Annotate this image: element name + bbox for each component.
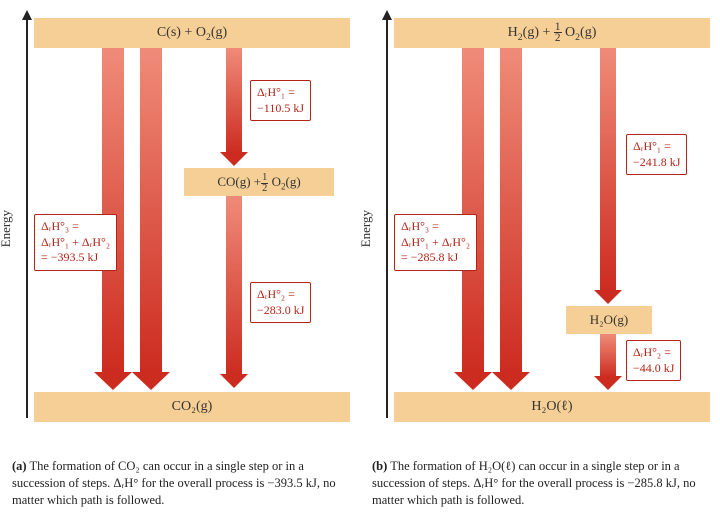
y-axis-label-b: Energy <box>358 210 374 247</box>
mid-level-b: H₂O(g) <box>566 306 652 334</box>
arrow-step1-a <box>226 48 242 154</box>
arrow-step2-b <box>600 334 616 378</box>
caption-text-b: The formation of H₂O(ℓ) can occur in a s… <box>372 459 696 507</box>
l1vb: −241.8 kJ <box>633 155 680 169</box>
arrow-sum-a <box>140 48 162 374</box>
bottom-level-b: H₂O(ℓ) <box>394 392 710 422</box>
top-level-b: H2(g) + 12 O2(g) <box>394 18 710 48</box>
l1va: −110.5 kJ <box>257 101 304 115</box>
l3aa: ΔᵣH°₃ = <box>41 219 79 233</box>
label-step1-b: ΔᵣH°₁ = −241.8 kJ <box>626 134 687 175</box>
diagram-a: C(s) + O2(g) CO(g) +12 O2(g) CO₂(g) ΔᵣH°… <box>34 18 350 422</box>
caption-tag-b: (b) <box>372 459 387 473</box>
y-axis-label-a: Energy <box>0 210 14 247</box>
caption-b: (b) The formation of H₂O(ℓ) can occur in… <box>372 458 712 509</box>
label-step1-a: ΔᵣH°₁ = −110.5 kJ <box>250 80 311 121</box>
top-level-text-a: C(s) + O2(g) <box>157 25 227 40</box>
l1a: ΔᵣH°₁ = <box>257 85 295 99</box>
l3bb: ΔᵣH°₁ + ΔᵣH°₂ <box>401 235 470 249</box>
l3ba: ΔᵣH°₁ + ΔᵣH°₂ <box>41 235 110 249</box>
mid-level-a: CO(g) +12 O2(g) <box>184 168 334 196</box>
caption-tag-a: (a) <box>12 459 27 473</box>
y-axis-line-a <box>26 18 28 418</box>
caption-a: (a) The formation of CO₂ can occur in a … <box>12 458 352 509</box>
bottom-level-text-b: H₂O(ℓ) <box>531 399 572 414</box>
top-level-text-b: H2(g) + 12 O2(g) <box>508 25 597 40</box>
caption-text-a: The formation of CO₂ can occur in a sing… <box>12 459 336 507</box>
mid-level-text-a: CO(g) +12 O2(g) <box>217 174 300 189</box>
label-step2-a: ΔᵣH°₂ = −283.0 kJ <box>250 282 311 323</box>
panel-b: Energy H2(g) + 12 O2(g) H₂O(g) H₂O(ℓ) Δᵣ… <box>360 0 720 515</box>
arrow-direct-a <box>102 48 124 374</box>
bottom-level-a: CO₂(g) <box>34 392 350 422</box>
panel-a: Energy C(s) + O2(g) CO(g) +12 O2(g) CO₂(… <box>0 0 360 515</box>
arrow-direct-b <box>462 48 484 374</box>
l3cb: = −285.8 kJ <box>401 250 458 264</box>
y-axis-line-b <box>386 18 388 418</box>
figure-container: Energy C(s) + O2(g) CO(g) +12 O2(g) CO₂(… <box>0 0 720 515</box>
l3ca: = −393.5 kJ <box>41 250 98 264</box>
diagram-b: H2(g) + 12 O2(g) H₂O(g) H₂O(ℓ) ΔᵣH°₁ = −… <box>394 18 710 422</box>
bottom-level-text-a: CO₂(g) <box>172 399 213 414</box>
l1b: ΔᵣH°₁ = <box>633 139 671 153</box>
l2va: −283.0 kJ <box>257 303 304 317</box>
l2b: ΔᵣH°₂ = <box>633 345 671 359</box>
l2vb: −44.0 kJ <box>633 361 674 375</box>
top-level-a: C(s) + O2(g) <box>34 18 350 48</box>
mid-level-text-b: H₂O(g) <box>590 312 628 327</box>
label-sum-a: ΔᵣH°₃ = ΔᵣH°₁ + ΔᵣH°₂ = −393.5 kJ <box>34 214 117 271</box>
label-step2-b: ΔᵣH°₂ = −44.0 kJ <box>626 340 681 381</box>
arrow-step1-b <box>600 48 616 292</box>
label-sum-b: ΔᵣH°₃ = ΔᵣH°₁ + ΔᵣH°₂ = −285.8 kJ <box>394 214 477 271</box>
l3ab: ΔᵣH°₃ = <box>401 219 439 233</box>
arrow-sum-b <box>500 48 522 374</box>
l2a: ΔᵣH°₂ = <box>257 287 295 301</box>
arrow-step2-a <box>226 196 242 376</box>
